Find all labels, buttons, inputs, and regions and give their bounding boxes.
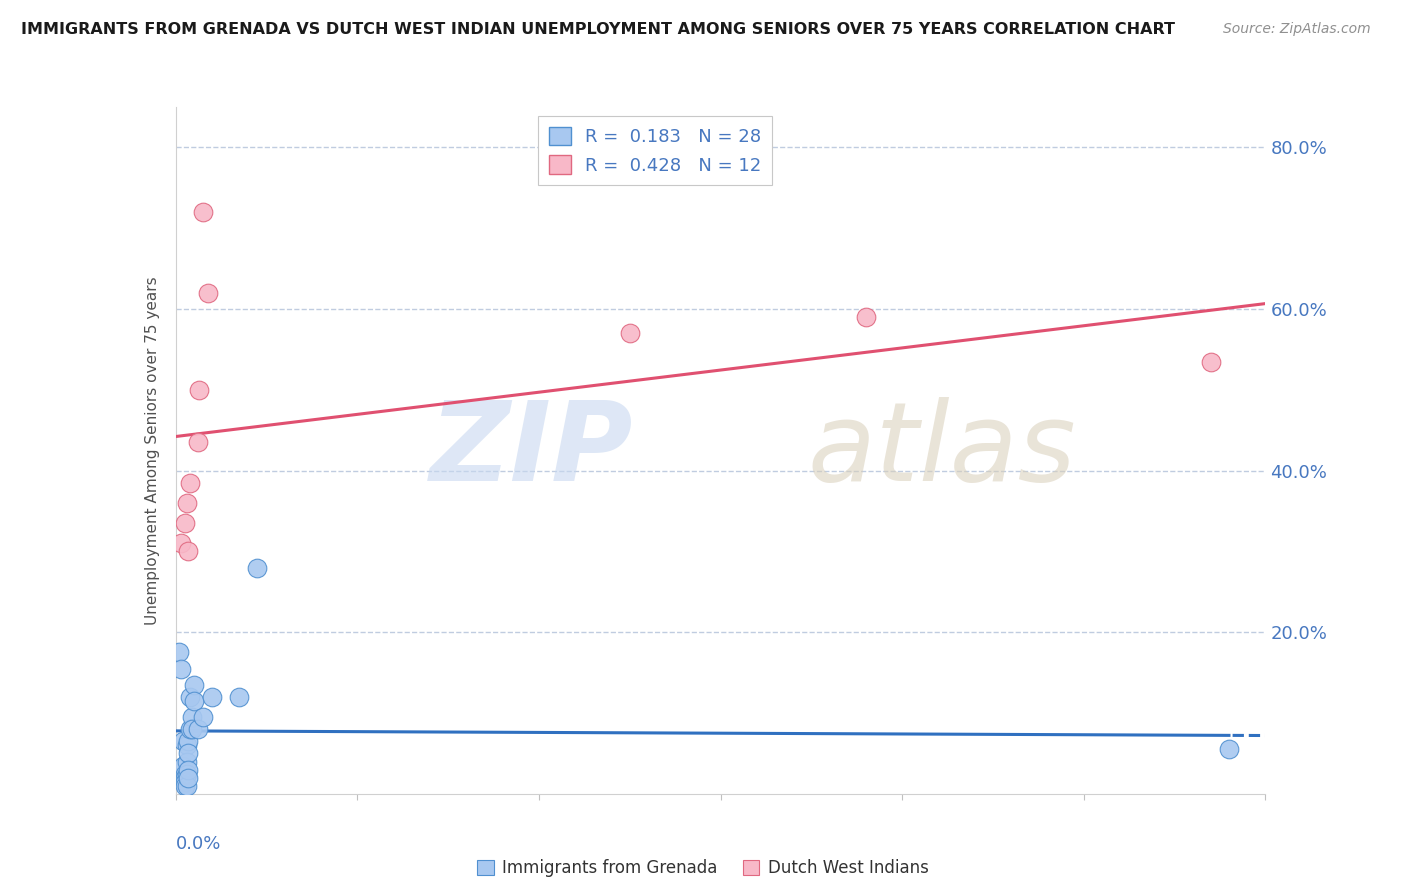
Point	[177, 763, 200, 777]
Point	[179, 475, 201, 490]
Point	[186, 723, 209, 737]
Point	[177, 544, 200, 558]
Point	[191, 710, 214, 724]
Point	[173, 779, 195, 793]
Point	[170, 662, 193, 676]
Point	[176, 766, 198, 780]
Point	[176, 496, 198, 510]
Point	[183, 694, 205, 708]
Point	[173, 766, 195, 780]
Point	[173, 771, 195, 785]
Point	[181, 710, 204, 724]
Text: IMMIGRANTS FROM GRENADA VS DUTCH WEST INDIAN UNEMPLOYMENT AMONG SENIORS OVER 75 : IMMIGRANTS FROM GRENADA VS DUTCH WEST IN…	[21, 22, 1175, 37]
Text: ZIP: ZIP	[430, 397, 633, 504]
Point	[173, 516, 195, 531]
Point	[228, 690, 250, 704]
Point	[177, 734, 200, 748]
Y-axis label: Unemployment Among Seniors over 75 years: Unemployment Among Seniors over 75 years	[145, 277, 160, 624]
Point	[188, 383, 211, 397]
Point	[183, 678, 205, 692]
Point	[179, 690, 201, 704]
Point	[619, 326, 641, 341]
Point	[1199, 354, 1222, 368]
Point	[176, 755, 198, 769]
Point	[201, 690, 224, 704]
Text: atlas: atlas	[807, 397, 1077, 504]
Point	[176, 779, 198, 793]
Point	[170, 536, 193, 550]
Legend: Immigrants from Grenada, Dutch West Indians: Immigrants from Grenada, Dutch West Indi…	[471, 853, 935, 884]
Point	[177, 747, 200, 761]
Point	[1218, 742, 1240, 756]
Point	[246, 560, 269, 574]
Point	[176, 739, 198, 753]
Point	[855, 310, 877, 325]
Point	[197, 285, 219, 300]
Point	[172, 758, 194, 772]
Point	[169, 645, 191, 659]
Point	[177, 771, 200, 785]
Legend: R =  0.183   N = 28, R =  0.428   N = 12: R = 0.183 N = 28, R = 0.428 N = 12	[538, 116, 772, 186]
Point	[173, 774, 195, 789]
Point	[191, 205, 214, 219]
Text: 0.0%: 0.0%	[176, 835, 221, 853]
Point	[172, 734, 194, 748]
Text: Source: ZipAtlas.com: Source: ZipAtlas.com	[1223, 22, 1371, 37]
Point	[179, 723, 201, 737]
Point	[181, 723, 204, 737]
Point	[186, 435, 209, 450]
